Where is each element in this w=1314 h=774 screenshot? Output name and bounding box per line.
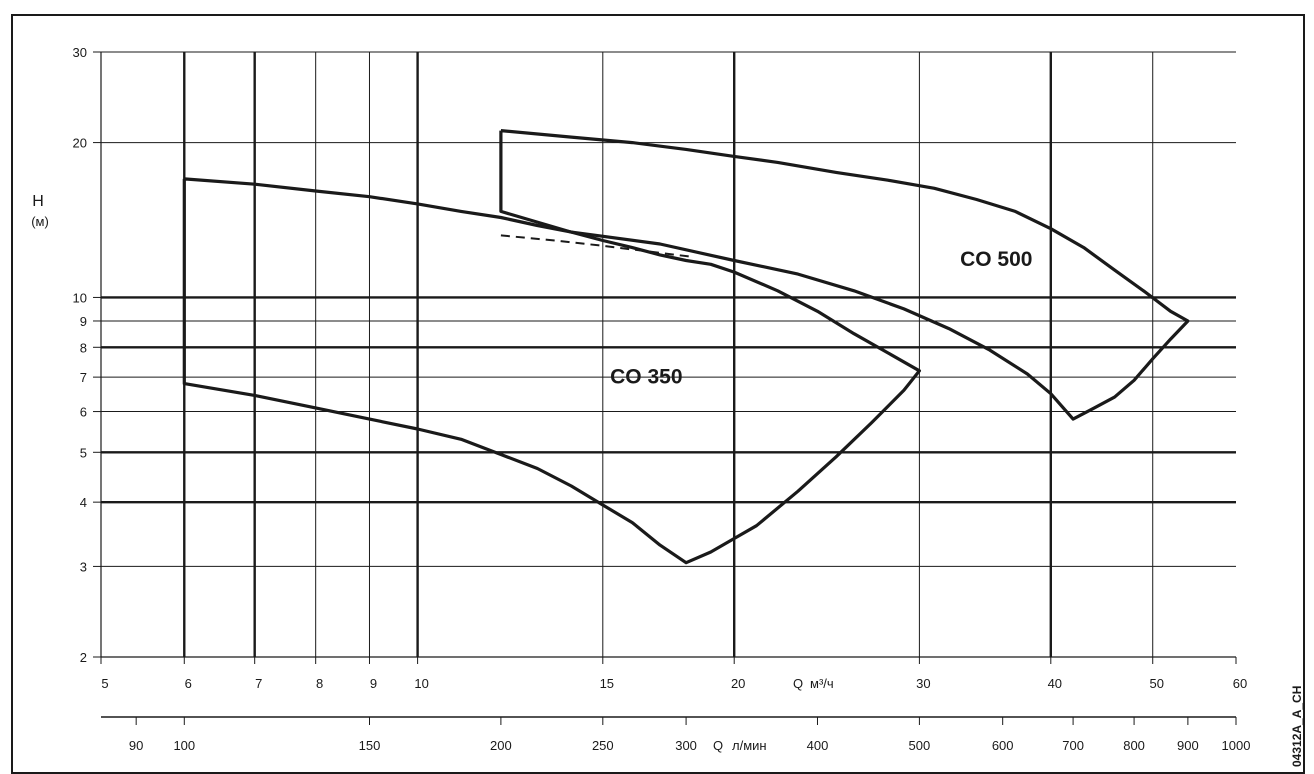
- grid-lines: [101, 51, 1236, 657]
- series-envelope: [182, 177, 922, 565]
- y-tick-label: 9: [80, 314, 87, 329]
- x-tick-label: 15: [600, 676, 614, 691]
- y-tick-label: 10: [73, 290, 87, 305]
- y-tick-label: 3: [80, 559, 87, 574]
- x2-axis-unit: л/мин: [732, 738, 767, 753]
- x-tick-label: 6: [185, 676, 192, 691]
- x-tick-label: 40: [1048, 676, 1062, 691]
- y-axis-label: H: [32, 193, 44, 210]
- series-curves: [182, 129, 1190, 565]
- x2-axis-label: Q: [713, 738, 723, 753]
- y-tick-label: 30: [73, 45, 87, 60]
- x2-tick-label: 700: [1062, 738, 1084, 753]
- x-tick-label: 5: [101, 676, 108, 691]
- y-axis-unit: (м): [31, 214, 49, 229]
- drawing-code: 04312A_A_CH: [1290, 686, 1304, 767]
- x-tick-label: 20: [731, 676, 745, 691]
- x-tick-label: 7: [255, 676, 262, 691]
- series-envelope: [499, 129, 1190, 421]
- axes: [93, 51, 1237, 725]
- x2-tick-label: 250: [592, 738, 614, 753]
- x2-tick-label: 300: [675, 738, 697, 753]
- x2-tick-label: 900: [1177, 738, 1199, 753]
- x-tick-label: 10: [414, 676, 428, 691]
- x-axis-unit: м³/ч: [810, 676, 834, 691]
- x2-tick-label: 500: [909, 738, 931, 753]
- x2-tick-label: 1000: [1222, 738, 1251, 753]
- y-tick-label: 2: [80, 650, 87, 665]
- x2-tick-label: 150: [359, 738, 381, 753]
- x2-tick-label: 400: [807, 738, 829, 753]
- x2-tick-label: 200: [490, 738, 512, 753]
- series-label: CO 500: [960, 248, 1032, 271]
- x2-tick-label: 800: [1123, 738, 1145, 753]
- y-tick-label: 6: [80, 405, 87, 420]
- series-label: CO 350: [610, 366, 682, 389]
- y-tick-label: 5: [80, 445, 87, 460]
- x2-tick-label: 90: [129, 738, 143, 753]
- x2-tick-label: 100: [173, 738, 195, 753]
- x-tick-label: 60: [1233, 676, 1247, 691]
- x-tick-label: 30: [916, 676, 930, 691]
- x-tick-label: 8: [316, 676, 323, 691]
- y-tick-label: 7: [80, 370, 87, 385]
- x-tick-label: 9: [370, 676, 377, 691]
- text-labels: H (м) Q м³/ч Q л/мин 04312A_A_CH 2 3 4 5 6 7 8…: [31, 45, 1304, 767]
- y-tick-label: 20: [73, 136, 87, 151]
- y-tick-label: 4: [80, 495, 87, 510]
- x-axis-label: Q: [793, 676, 803, 691]
- x-tick-label: 50: [1149, 676, 1163, 691]
- series-dashed-boundary: [500, 234, 692, 258]
- y-tick-label: 8: [80, 340, 87, 355]
- x2-tick-label: 600: [992, 738, 1014, 753]
